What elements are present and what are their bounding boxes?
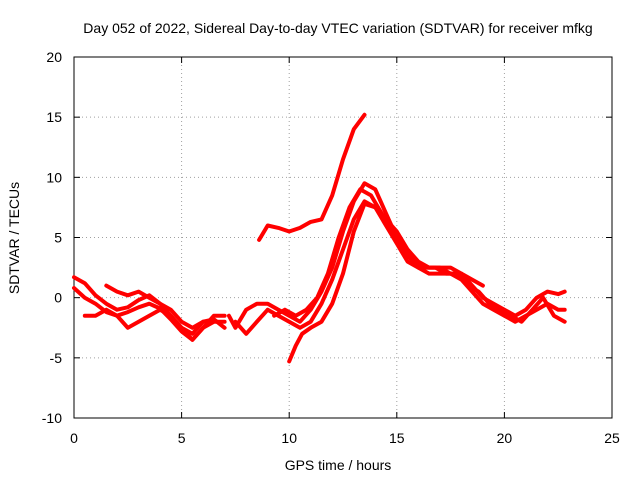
x-tick-label: 10 (281, 430, 297, 446)
x-tick-label: 15 (389, 430, 405, 446)
x-tick-label: 5 (178, 430, 186, 446)
series-line-arc-3 (82, 307, 227, 342)
x-tick-label: 25 (604, 430, 620, 446)
x-axis-label: GPS time / hours (285, 457, 392, 473)
y-tick-label: 5 (54, 230, 62, 246)
series-line-arc-9 (287, 201, 485, 364)
y-axis-label: SDTVAR / TECUs (6, 182, 22, 294)
series-line-arc-7 (272, 187, 567, 324)
x-tick-label: 0 (70, 430, 78, 446)
y-tick-label: 0 (54, 290, 62, 306)
data-series (72, 112, 567, 364)
y-tick-label: 20 (46, 49, 62, 65)
series-line-arc-6 (233, 199, 567, 336)
axis-ticks: 0 5 10 15 20 25 -10 -5 0 5 10 15 20 (42, 49, 620, 446)
y-tick-label: -5 (50, 350, 63, 366)
x-tick-label: 20 (497, 430, 513, 446)
series-line-arc-4 (104, 283, 206, 330)
y-tick-label: 15 (46, 109, 62, 125)
y-tick-label: 10 (46, 169, 62, 185)
y-tick-label: -10 (42, 410, 62, 426)
chart-title: Day 052 of 2022, Sidereal Day-to-day VTE… (83, 20, 592, 36)
series-line-arc-8 (257, 112, 367, 242)
